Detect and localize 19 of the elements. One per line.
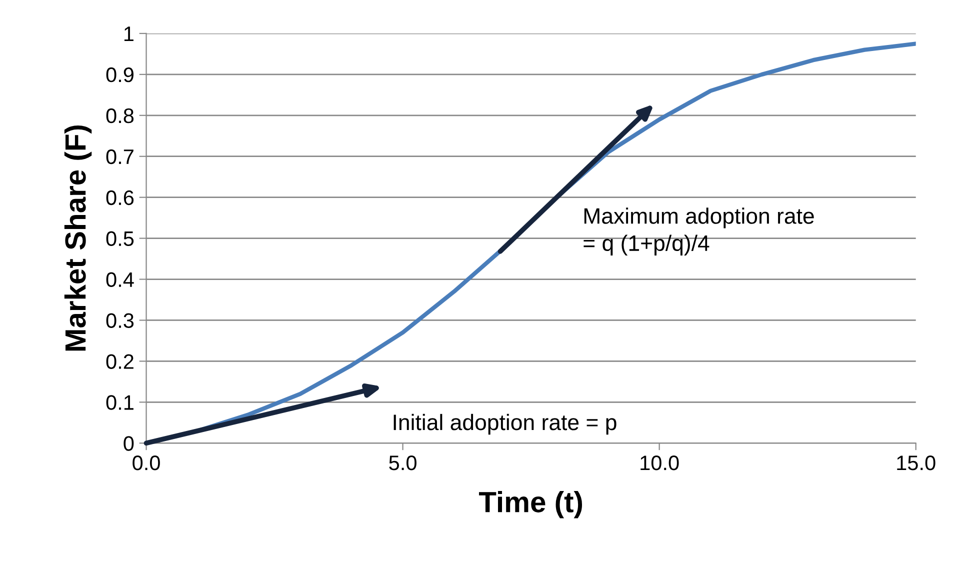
y-tick-label: 0.6 (106, 190, 134, 206)
x-tick-label: 5.0 (389, 455, 416, 470)
y-tick-label: 1 (124, 26, 134, 42)
y-tick-label: 0 (124, 436, 134, 451)
y-tick-label: 0.5 (106, 231, 134, 246)
y-axis-title: Market Share (F) (64, 125, 92, 351)
y-tick-label: 0.2 (106, 354, 134, 369)
annotation: Initial adoption rate = p (394, 414, 616, 435)
y-tick-label: 0.3 (106, 313, 134, 328)
y-tick-label: 0.9 (106, 67, 134, 82)
x-axis-title: Time (t) (478, 491, 582, 518)
y-tick-label: 0.4 (106, 272, 134, 288)
x-tick-label: 0.0 (132, 455, 160, 470)
y-tick-label: 0.1 (106, 395, 134, 410)
x-tick-label: 15.0 (897, 455, 936, 470)
x-tick-label: 10.0 (640, 455, 679, 470)
y-tick-label: 0.8 (106, 108, 134, 124)
y-tick-label: 0.7 (106, 149, 134, 164)
annotation: Maximum adoption rate = q (1+p/q)/4 (584, 208, 814, 256)
